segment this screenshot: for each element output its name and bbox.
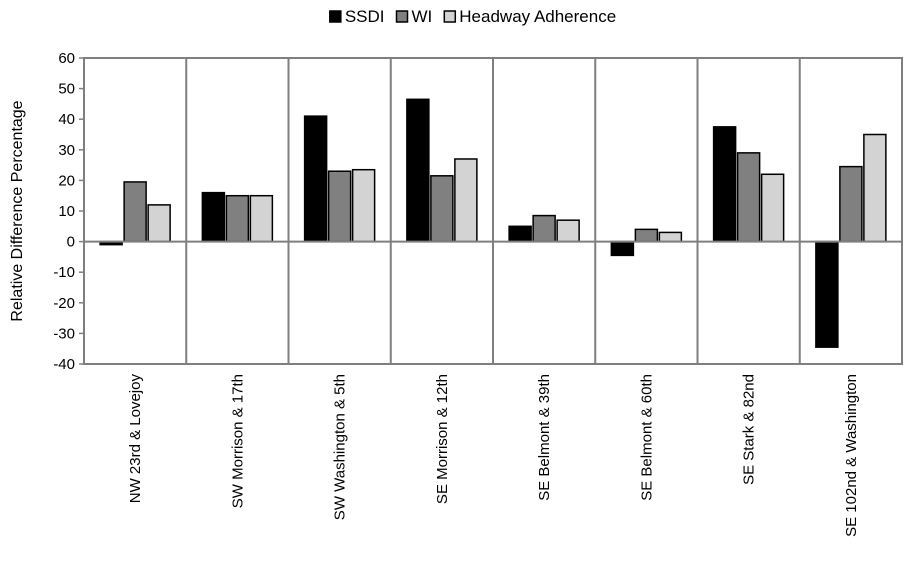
x-axis-category-labels: NW 23rd & Lovejoy SW Morrison & 17th SW Wa… xyxy=(127,374,860,537)
legend-swatch-headway-adherence xyxy=(443,10,457,23)
y-axis-title: Relative Difference Percentage xyxy=(9,100,26,321)
bar-headway-adherence-se-stark-and-82nd xyxy=(760,173,785,243)
legend-label-wi: WI xyxy=(412,7,433,26)
y-tick-label: -10 xyxy=(53,264,75,281)
x-category-label: SE 102nd & Washington xyxy=(843,374,860,537)
bar-ssdi-sw-morrison-and-17th xyxy=(201,191,226,243)
y-tick-label: 30 xyxy=(58,142,75,159)
bar-wi-se-102nd-and-washington xyxy=(839,165,863,243)
x-category-label: SE Belmont & 39th xyxy=(536,374,553,501)
x-category-label: SE Morrison & 12th xyxy=(434,374,451,504)
bar-wi-se-stark-and-82nd xyxy=(736,152,761,243)
y-tick-label: 20 xyxy=(58,172,75,189)
y-tick-label: -20 xyxy=(53,295,75,312)
x-category-label: SE Belmont & 60th xyxy=(638,374,655,501)
bar-headway-adherence-se-belmont-and-39th xyxy=(556,219,580,243)
bar-wi-nw-23rd-and-lovejoy xyxy=(123,181,147,243)
legend: SSDI WI Headway Adherence xyxy=(329,7,616,26)
bar-ssdi-se-belmont-and-60th xyxy=(610,240,635,257)
bar-headway-adherence-se-102nd-and-washington xyxy=(863,133,887,243)
bar-ssdi-se-102nd-and-washington xyxy=(815,240,839,348)
bar-wi-sw-washington-and-5th xyxy=(327,170,352,243)
y-tick-label: -40 xyxy=(53,356,75,373)
bar-ssdi-se-stark-and-82nd xyxy=(712,126,737,243)
bar-headway-adherence-sw-morrison-and-17th xyxy=(249,194,274,243)
x-category-label: SW Morrison & 17th xyxy=(229,374,246,508)
legend-swatch-ssdi xyxy=(329,10,342,23)
bar-headway-adherence-nw-23rd-and-lovejoy xyxy=(147,204,171,243)
y-tick-label: 0 xyxy=(67,234,75,251)
x-category-label: NW 23rd & Lovejoy xyxy=(127,374,144,504)
bar-wi-sw-morrison-and-17th xyxy=(225,194,250,243)
bar-wi-se-belmont-and-60th xyxy=(634,228,659,243)
legend-label-ssdi: SSDI xyxy=(345,7,385,26)
bar-wi-se-belmont-and-39th xyxy=(532,214,556,243)
legend-swatch-wi xyxy=(395,10,409,23)
bar-ssdi-se-belmont-and-39th xyxy=(508,225,532,243)
bar-headway-adherence-sw-washington-and-5th xyxy=(351,168,376,243)
legend-label-headway-adherence: Headway Adherence xyxy=(459,7,616,26)
y-tick-label: -30 xyxy=(53,325,75,342)
y-tick-label: 40 xyxy=(58,111,75,128)
bar-wi-se-morrison-and-12th xyxy=(430,175,454,243)
y-tick-label: 10 xyxy=(58,203,75,220)
bar-headway-adherence-se-belmont-and-60th xyxy=(658,231,683,243)
category-dividers xyxy=(185,58,801,364)
bar-ssdi-sw-washington-and-5th xyxy=(303,115,328,243)
x-category-label: SW Washington & 5th xyxy=(332,374,349,520)
x-category-label: SE Stark & 82nd xyxy=(741,374,758,485)
bars xyxy=(99,98,887,348)
y-axis-ticks: 60 50 40 30 20 10 0 -10 -20 -30 -40 xyxy=(53,50,84,373)
y-tick-label: 60 xyxy=(58,50,75,67)
bar-ssdi-se-morrison-and-12th xyxy=(406,98,430,243)
bar-headway-adherence-se-morrison-and-12th xyxy=(454,158,478,243)
y-tick-label: 50 xyxy=(58,81,75,98)
